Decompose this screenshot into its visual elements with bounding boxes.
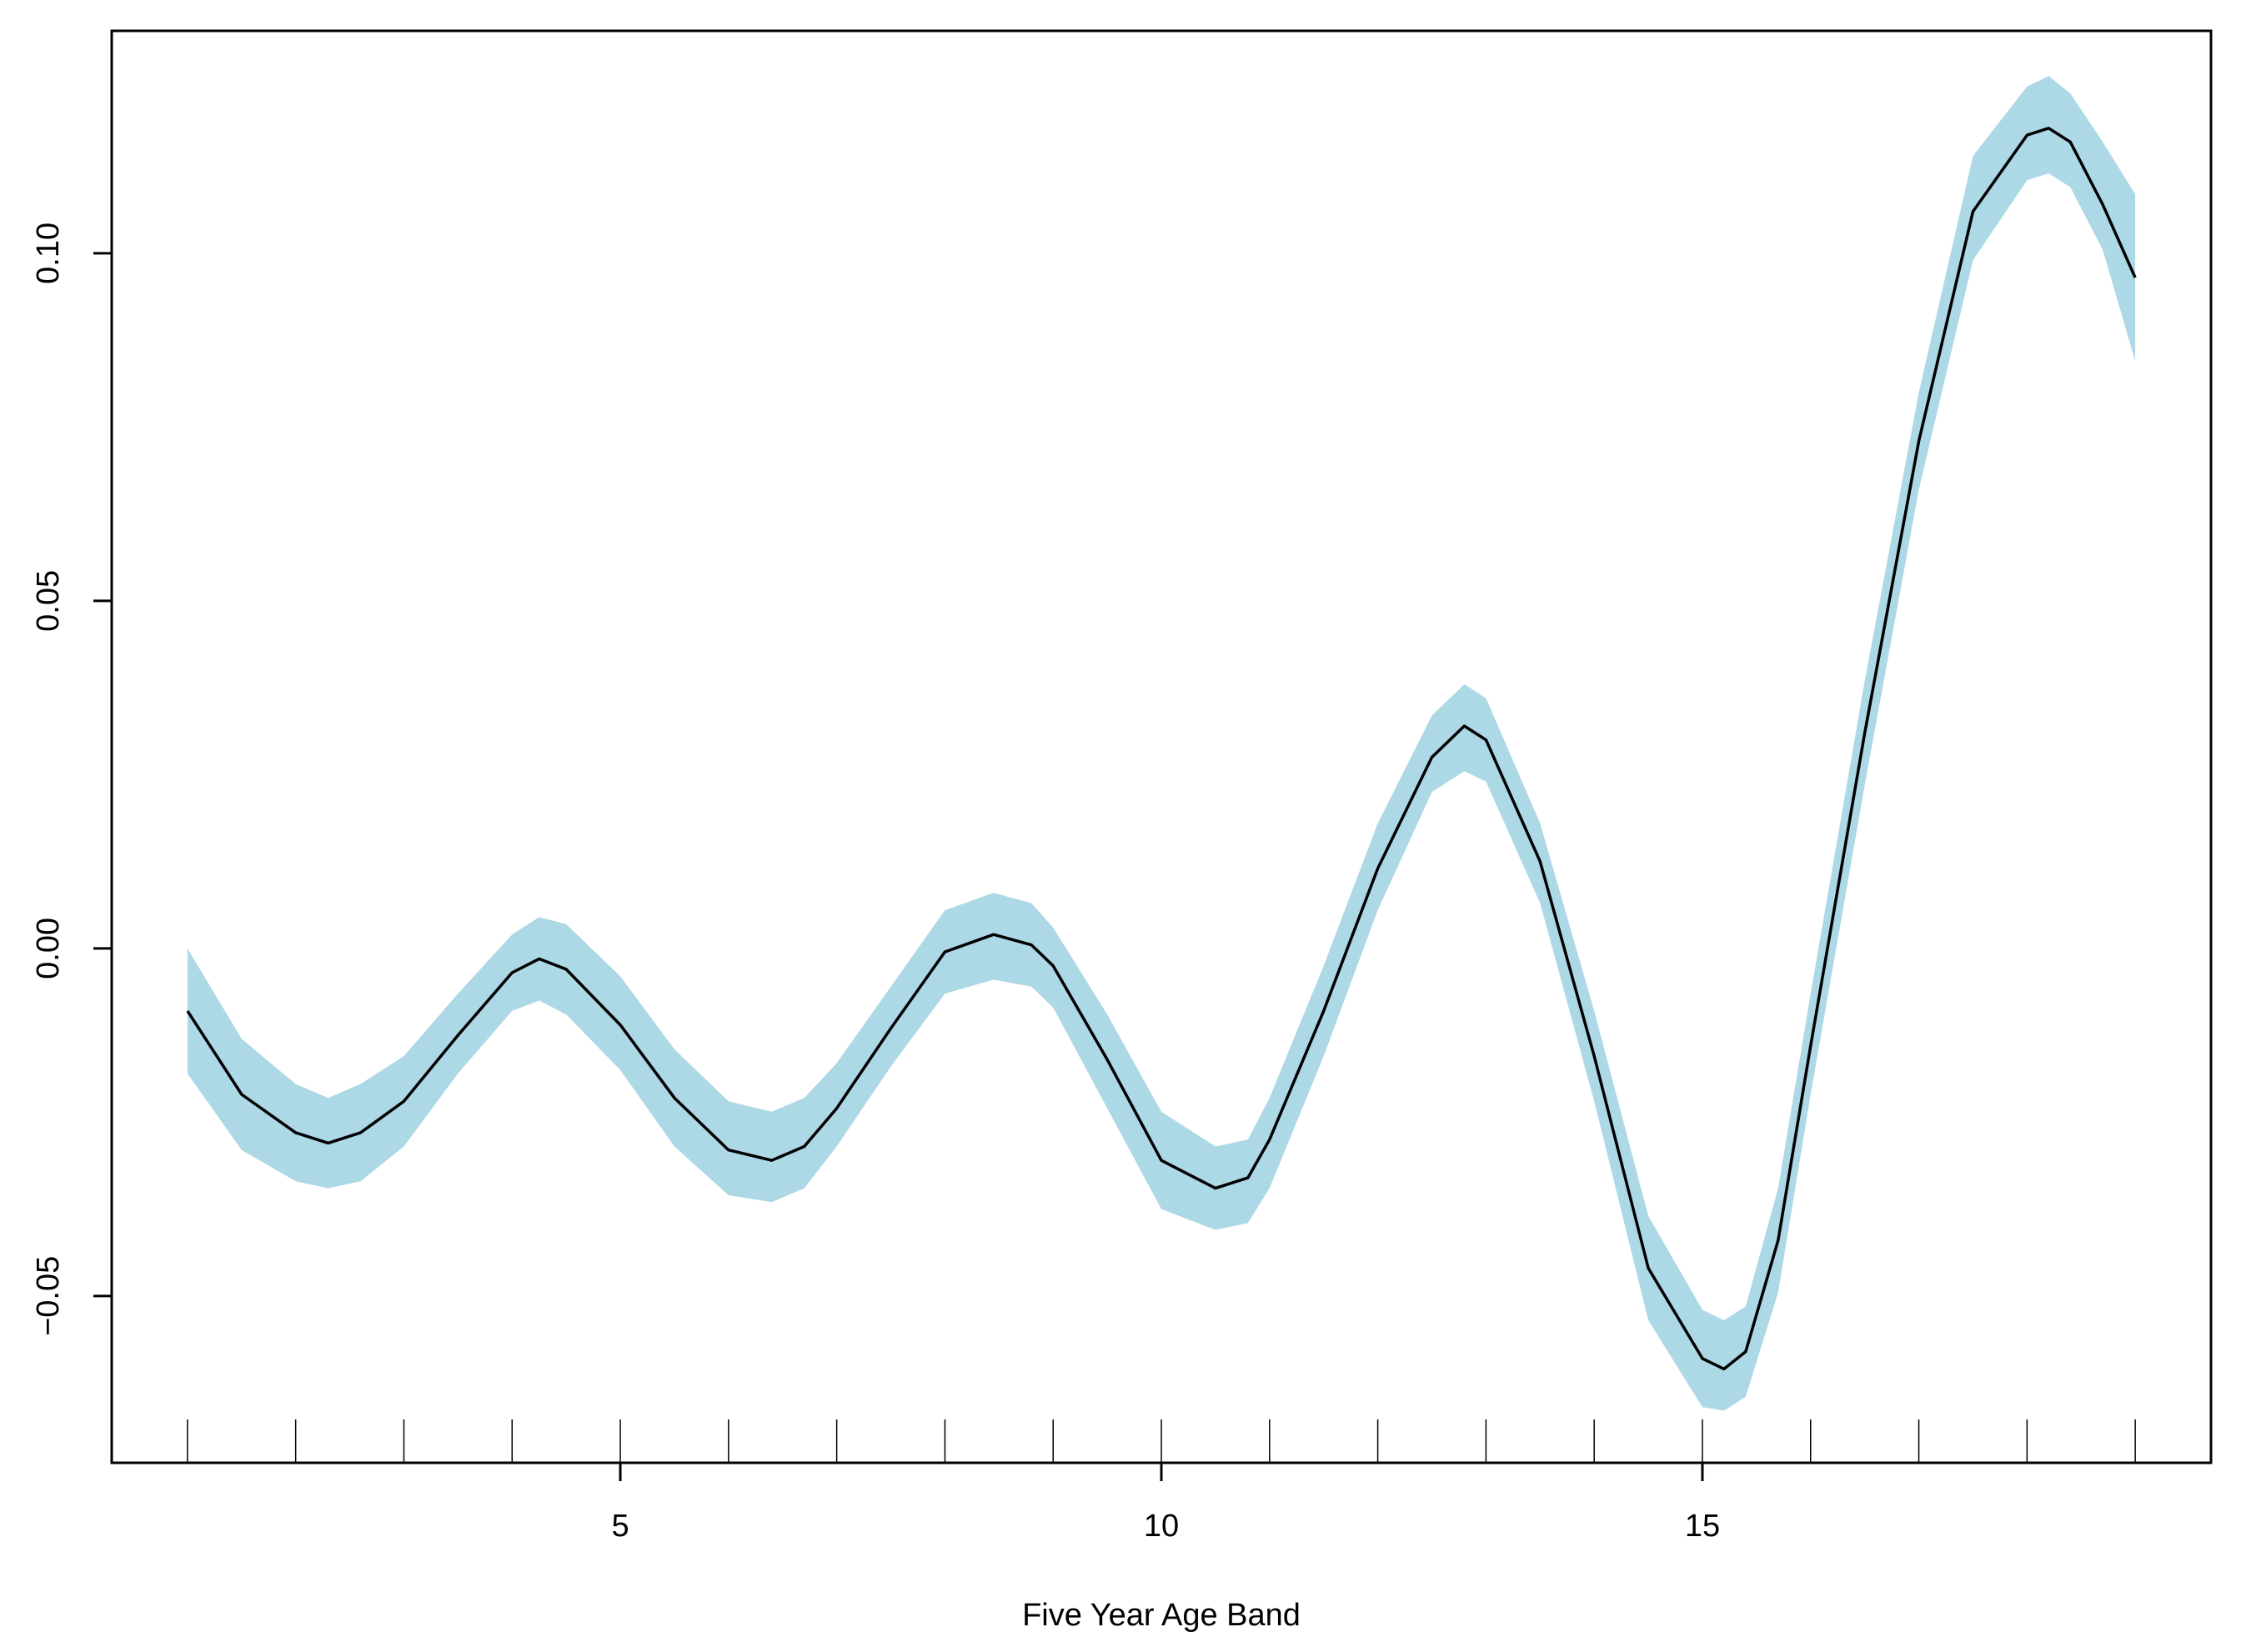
rug-layer — [187, 1419, 2136, 1463]
y-tick-label: 0.05 — [31, 570, 66, 632]
y-tick-label: 0.00 — [31, 918, 66, 979]
series-line-layer — [186, 127, 2137, 1371]
confidence-band — [187, 76, 2136, 1411]
x-axis-label: Five Year Age Band — [1022, 1598, 1301, 1633]
y-tick-label: 0.10 — [31, 223, 66, 284]
x-axis: 5 10 15 — [611, 1463, 1720, 1544]
x-tick-label: 5 — [611, 1509, 629, 1544]
x-tick-label: 10 — [1144, 1509, 1179, 1544]
series-line — [186, 127, 2137, 1371]
confidence-band-layer — [187, 76, 2136, 1411]
plot-frame — [110, 29, 2213, 1464]
y-tick-label: −0.05 — [31, 1256, 66, 1336]
y-axis: −0.05 0.00 0.05 0.10 — [31, 223, 112, 1336]
x-tick-label: 15 — [1685, 1509, 1720, 1544]
